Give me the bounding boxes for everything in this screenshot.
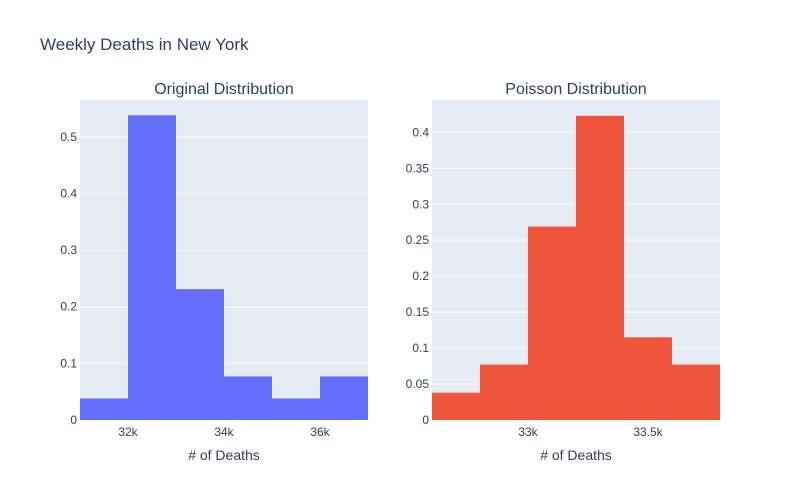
- y-tick-label: 0.4: [412, 125, 429, 139]
- y-tick-label: 0.35: [406, 161, 430, 175]
- x-tick-label: 33k: [518, 425, 538, 439]
- histogram-bar[interactable]: [272, 398, 320, 420]
- x-tick-label: 34k: [214, 425, 234, 439]
- y-tick-label: 0.1: [60, 356, 77, 370]
- histogram-bar[interactable]: [224, 376, 272, 420]
- x-axis-title: # of Deaths: [540, 447, 612, 463]
- subplot-title: Poisson Distribution: [505, 81, 646, 98]
- y-tick-label: 0: [70, 413, 77, 427]
- histogram-bar[interactable]: [480, 364, 528, 420]
- y-tick-label: 0.05: [406, 377, 430, 391]
- histogram-bar[interactable]: [176, 289, 224, 420]
- y-tick-label: 0.4: [60, 186, 77, 200]
- subplot-original: 0 0.1 0.2 0.3 0.4 0.5 32k 34k 36k Original Distri…: [60, 81, 368, 463]
- histogram-bar[interactable]: [80, 398, 128, 420]
- y-tick-label: 0.2: [412, 269, 429, 283]
- x-tick-label: 32k: [118, 425, 138, 439]
- histogram-bar[interactable]: [432, 392, 480, 420]
- y-tick-label: 0.2: [60, 300, 77, 314]
- y-tick-label: 0.15: [406, 305, 430, 319]
- subplot-poisson: 0 0.05 0.1 0.15 0.2 0.25 0.3 0.35 0.4 33k 33.5k Poi…: [406, 81, 720, 463]
- histogram-bar[interactable]: [320, 376, 368, 420]
- y-tick-label: 0.3: [412, 197, 429, 211]
- chart-title: Weekly Deaths in New York: [40, 35, 249, 54]
- x-tick-label: 36k: [310, 425, 330, 439]
- x-axis-title: # of Deaths: [188, 447, 260, 463]
- y-tick-label: 0.5: [60, 130, 77, 144]
- y-tick-label: 0: [422, 413, 429, 427]
- y-tick-label: 0.1: [412, 341, 429, 355]
- histogram-bar[interactable]: [528, 226, 576, 420]
- y-tick-label: 0.25: [406, 233, 430, 247]
- histogram-bar[interactable]: [576, 115, 624, 420]
- x-tick-label: 33.5k: [633, 425, 663, 439]
- y-tick-label: 0.3: [60, 243, 77, 257]
- histogram-bar[interactable]: [624, 337, 672, 420]
- subplot-title: Original Distribution: [154, 81, 294, 98]
- histogram-bar[interactable]: [128, 115, 176, 420]
- histogram-bar[interactable]: [672, 364, 720, 420]
